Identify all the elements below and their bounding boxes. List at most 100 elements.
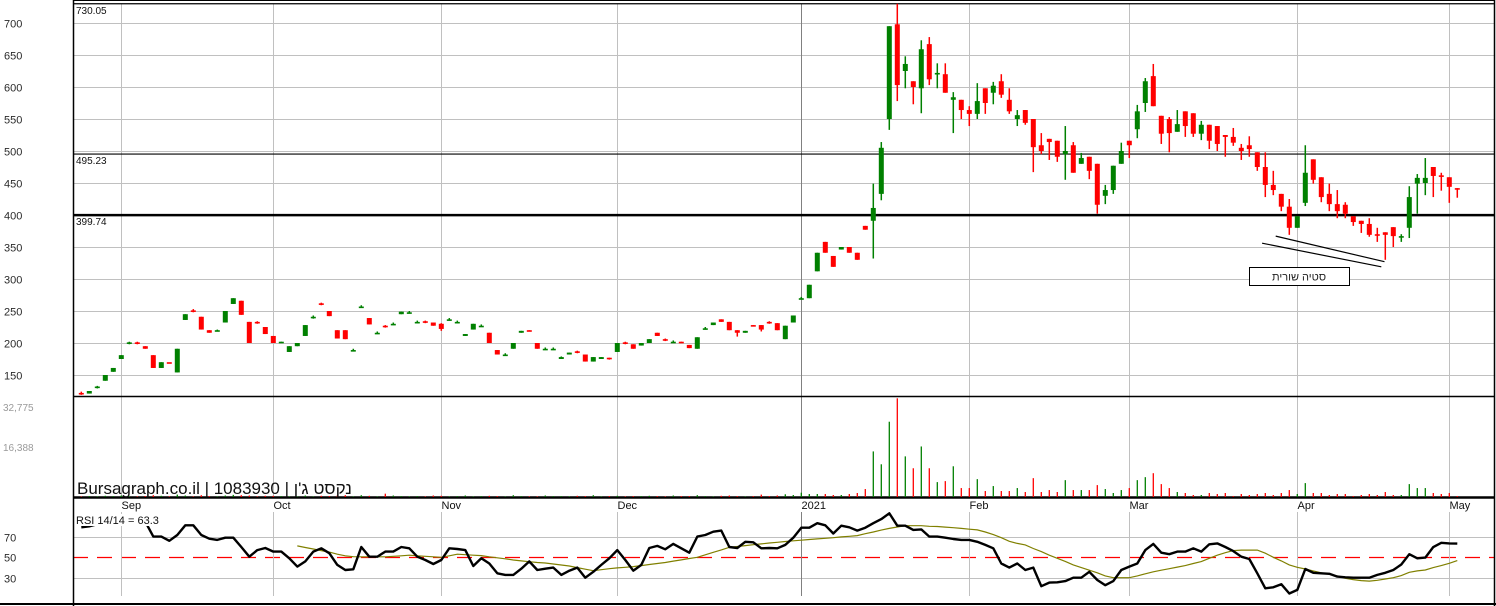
candle-down	[766, 321, 772, 324]
candle-down	[1374, 234, 1380, 236]
candle-up	[1198, 124, 1204, 134]
watermark-title: Bursagraph.co.il | 1083930 | נקסט ג'ן	[77, 479, 352, 498]
candle-up	[1110, 165, 1116, 191]
candle-down	[1006, 99, 1012, 112]
candle-down	[726, 321, 732, 331]
candle-down	[822, 241, 828, 253]
month-label: Dec	[618, 500, 638, 512]
month-label: May	[1450, 500, 1471, 512]
month-label: Mar	[1130, 500, 1149, 512]
candle-up	[782, 325, 788, 340]
price-tick-label: 350	[4, 243, 22, 255]
candle-up	[934, 72, 940, 75]
candle-down	[574, 351, 580, 353]
candle-up	[558, 357, 564, 359]
candle-up	[374, 332, 380, 335]
candle-down	[958, 99, 964, 111]
candle-up	[838, 247, 844, 250]
volume-tick-label: 32,775	[3, 403, 34, 414]
candle-down	[1310, 159, 1316, 180]
candle-down	[910, 81, 916, 87]
candle-up	[110, 367, 116, 372]
candle-down	[1126, 140, 1132, 146]
candle-down	[198, 316, 204, 330]
candle-down	[1334, 204, 1340, 212]
candle-up	[470, 323, 476, 330]
trendlines[interactable]	[1261, 235, 1385, 268]
candle-up	[798, 298, 804, 300]
candle-down	[1022, 110, 1028, 123]
price-tick-label: 550	[4, 115, 22, 127]
candle-up	[278, 341, 284, 344]
price-tick-label: 600	[4, 83, 22, 95]
candle-up	[806, 284, 812, 299]
volume-bars	[80, 398, 1458, 497]
candle-down	[438, 323, 444, 329]
candle-down	[1182, 111, 1188, 127]
candle-down	[430, 322, 436, 326]
level-label: 730.05	[76, 6, 107, 17]
candle-down	[1430, 167, 1436, 176]
candle-up	[214, 330, 220, 332]
candle-down	[1214, 126, 1220, 144]
price-tick-label: 500	[4, 147, 22, 159]
rsi-panel	[81, 512, 1458, 595]
price-tick-label: 700	[4, 19, 22, 31]
candle-down	[1350, 216, 1356, 223]
candle-down	[1206, 124, 1212, 141]
candle-down	[1190, 113, 1196, 134]
candle-down	[1446, 177, 1452, 187]
candle-up	[1422, 177, 1428, 183]
candle-down	[894, 24, 900, 86]
candle-down	[238, 300, 244, 315]
candle-up	[902, 63, 908, 71]
candle-down	[334, 330, 340, 339]
candle-down	[78, 392, 84, 395]
candle-down	[1270, 184, 1276, 191]
candle-down	[318, 303, 324, 305]
candle-down	[1438, 175, 1444, 177]
candle-down	[422, 321, 428, 323]
candle-up	[670, 341, 676, 344]
candle-down	[1366, 223, 1372, 235]
trendline[interactable]	[1261, 242, 1382, 268]
candle-up	[1406, 197, 1412, 228]
candle-up	[974, 101, 980, 114]
candle-up	[710, 322, 716, 326]
candle-up	[350, 350, 356, 352]
candle-up	[694, 337, 700, 349]
trendline[interactable]	[1275, 235, 1385, 263]
candle-up	[790, 315, 796, 323]
rsi-signal-line	[297, 525, 1458, 582]
candle-down	[1230, 136, 1236, 143]
horizontal-levels[interactable]: 730.05 495.23 399.74	[73, 3, 1494, 228]
price-tick-label: 400	[4, 211, 22, 223]
candle-up	[1414, 177, 1420, 184]
candle-up	[126, 342, 132, 344]
candle-up	[646, 339, 652, 343]
candle-up	[390, 323, 396, 326]
candle-up	[702, 328, 708, 330]
candle-up	[414, 321, 420, 324]
candle-down	[1086, 156, 1092, 171]
annotation-box[interactable]: סטיה שורית	[1249, 267, 1350, 286]
month-label: Apr	[1298, 500, 1315, 512]
annotation-text: סטיה שורית	[1272, 272, 1326, 284]
candle-down	[1030, 119, 1036, 148]
candle-down	[494, 350, 500, 355]
candle-up	[542, 348, 548, 351]
candle-up	[1294, 216, 1300, 228]
candle-down	[622, 342, 628, 344]
candle-down	[1278, 193, 1284, 207]
candle-down	[1326, 193, 1332, 205]
candle-down	[758, 325, 764, 330]
month-label: Nov	[442, 500, 462, 512]
candle-down	[1286, 206, 1292, 228]
candle-up	[742, 330, 748, 333]
candle-down	[382, 325, 388, 328]
level-label: 399.74	[76, 217, 107, 228]
candle-up	[870, 207, 876, 221]
candle-up	[886, 26, 892, 120]
